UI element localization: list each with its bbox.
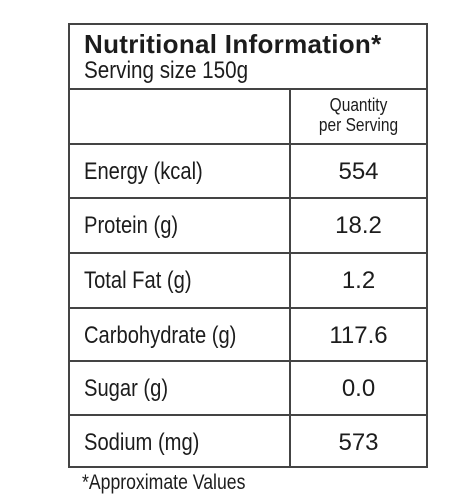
row-label: Sodium (mg) [84, 429, 200, 456]
quantity-column-header: Quantity per Serving [291, 95, 426, 135]
row-label: Energy (kcal) [84, 158, 203, 185]
row-value: 0.0 [341, 375, 376, 402]
row-value: 18.2 [335, 212, 382, 239]
row-label: Carbohydrate (g) [84, 322, 237, 349]
row-value: 1.2 [341, 267, 376, 294]
footnote: *Approximate Values [82, 471, 246, 494]
table-row: Protein (g) 18.2 [70, 199, 426, 254]
table-title: Nutritional Information* [84, 29, 382, 59]
row-value: 554 [338, 158, 379, 185]
quantity-header-line-2: per Serving [318, 115, 399, 135]
table-row: Sugar (g) 0.0 [70, 362, 426, 416]
row-label: Total Fat (g) [84, 267, 192, 294]
table-row: Energy (kcal) 554 [70, 145, 426, 199]
table-title-block: Nutritional Information* Serving size 15… [70, 25, 426, 90]
table-row: Carbohydrate (g) 117.6 [70, 309, 426, 362]
header-row: Quantity per Serving [70, 90, 426, 145]
quantity-header-line-1: Quantity [329, 95, 388, 115]
table-row: Sodium (mg) 573 [70, 416, 426, 466]
row-label: Protein (g) [84, 212, 179, 239]
column-divider [289, 90, 291, 466]
row-value: 117.6 [329, 322, 388, 349]
row-value: 573 [338, 429, 379, 456]
table-row: Total Fat (g) 1.2 [70, 254, 426, 309]
nutrition-table: Nutritional Information* Serving size 15… [68, 23, 428, 468]
serving-size: Serving size 150g [84, 57, 249, 84]
row-label: Sugar (g) [84, 375, 169, 402]
